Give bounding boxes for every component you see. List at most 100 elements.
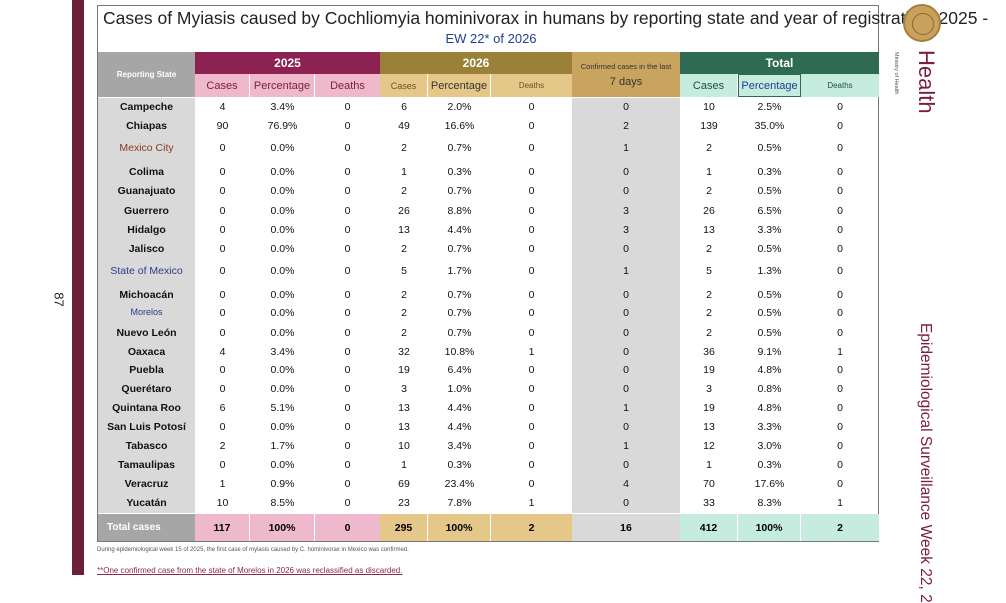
row-state-name: San Luis Potosí — [107, 421, 186, 433]
header-year-2025-label: 2025 — [274, 56, 301, 70]
row-state-name: Querétaro — [121, 383, 172, 395]
row-cell-last7: 4 — [623, 478, 629, 490]
row-cell-p26: 7.8% — [447, 497, 472, 509]
row-cell-d25: 0 — [344, 421, 351, 433]
row-cell-last7: 2 — [623, 120, 629, 132]
row-cell-pt: 0.5% — [757, 289, 782, 301]
row-cell-p25: 5.1% — [270, 402, 295, 414]
row-cell-last7: 0 — [623, 289, 629, 301]
subheader-2026-cases: Cases — [380, 74, 428, 97]
row-cell-ct: 10 — [703, 101, 715, 113]
row-cell-p26: 6.4% — [447, 364, 472, 376]
row-cell-c26: 2 — [401, 185, 407, 197]
row-cell-last7: 0 — [623, 307, 629, 319]
row-cell-p25: 0.0% — [270, 205, 295, 217]
subheader-2025-cases: Cases — [195, 74, 250, 97]
row-cell-d25: 0 — [344, 185, 351, 197]
row-cell-pt: 6.5% — [757, 205, 782, 217]
row-cell-d26: 0 — [528, 205, 535, 217]
row-cell-ct: 13 — [703, 224, 715, 236]
row-cell-ct: 2 — [706, 289, 712, 301]
row-cell-p26: 10.8% — [444, 346, 475, 358]
page-number: 87 — [51, 292, 67, 307]
totals-total-deaths: 2 — [801, 514, 879, 541]
row-cell-ct: 33 — [703, 497, 715, 509]
side-report-title: Epidemiological Surveillance Week 22, 2 — [917, 323, 934, 603]
row-cell-c25: 0 — [219, 265, 226, 277]
row-cell-last7: 1 — [623, 265, 629, 277]
row-cell-p26: 0.7% — [447, 142, 472, 154]
row-cell-pt: 0.3% — [757, 166, 782, 178]
subheader-total-deaths-label: Deaths — [827, 81, 853, 90]
row-cell-p25: 0.0% — [270, 265, 295, 277]
row-cell-c25: 0 — [219, 383, 226, 395]
totals-2025-cases: 117 — [195, 514, 250, 541]
row-cell-c25: 0 — [219, 459, 226, 471]
footnote-morelos-reclassified: **One confirmed case from the state of M… — [97, 566, 403, 575]
row-cell-pt: 0.5% — [757, 327, 782, 339]
row-cell-pt: 0.5% — [757, 243, 782, 255]
row-cell-pt: 0.8% — [757, 383, 782, 395]
row-cell-d26: 0 — [528, 101, 535, 113]
row-state-name: Yucatán — [126, 497, 167, 509]
row-cell-c26: 13 — [398, 402, 410, 414]
row-cell-d26: 0 — [528, 421, 535, 433]
subheader-2026-percentage-label: Percentage — [430, 79, 488, 92]
row-state-name: Puebla — [129, 364, 164, 376]
row-cell-p25: 0.0% — [270, 327, 295, 339]
row-cell-d25: 0 — [344, 364, 351, 376]
brand-health-text: Health — [914, 50, 939, 114]
row-cell-last7: 0 — [623, 327, 629, 339]
row-cell-p25: 3.4% — [270, 101, 295, 113]
row-cell-c26: 2 — [401, 327, 407, 339]
subheader-2025-percentage-label: Percentage — [253, 79, 311, 92]
row-state-name: Chiapas — [126, 120, 167, 132]
row-cell-d25: 0 — [344, 459, 351, 471]
totals-2026-percentage: 100% — [428, 514, 491, 541]
totals-2025-percentage: 100% — [250, 514, 315, 541]
row-cell-dt: 0 — [837, 383, 843, 395]
row-cell-d25: 0 — [344, 497, 351, 509]
row-cell-p25: 0.0% — [270, 364, 295, 376]
row-cell-p26: 23.4% — [444, 478, 475, 490]
totals-total-percentage: 100% — [738, 514, 801, 541]
subheader-2025-cases-label: Cases — [206, 79, 238, 92]
row-cell-dt: 1 — [837, 346, 843, 358]
row-cell-last7: 0 — [623, 459, 629, 471]
row-cell-dt: 0 — [837, 166, 843, 178]
row-cell-pt: 1.3% — [757, 265, 782, 277]
row-cell-ct: 19 — [703, 364, 715, 376]
row-state-name: Oaxaca — [127, 346, 166, 358]
row-cell-pt: 2.5% — [757, 101, 782, 113]
row-cell-c25: 0 — [219, 185, 226, 197]
row-cell-pt: 4.8% — [757, 402, 782, 414]
row-cell-p26: 1.0% — [447, 383, 472, 395]
totals-2025-percentage-value: 100% — [268, 521, 296, 534]
row-cell-last7: 0 — [623, 185, 629, 197]
row-cell-ct: 2 — [706, 243, 712, 255]
row-cell-c26: 2 — [401, 289, 407, 301]
row-cell-c25: 0 — [219, 205, 226, 217]
row-cell-ct: 2 — [706, 142, 712, 154]
row-cell-c26: 13 — [398, 224, 410, 236]
row-cell-c25: 90 — [216, 120, 229, 132]
row-cell-p26: 4.4% — [447, 402, 472, 414]
row-cell-dt: 0 — [837, 421, 843, 433]
row-cell-last7: 3 — [623, 205, 629, 217]
row-cell-p25: 0.0% — [270, 459, 295, 471]
row-cell-d26: 0 — [528, 185, 535, 197]
row-cell-c26: 13 — [398, 421, 410, 433]
row-cell-ct: 13 — [703, 421, 715, 433]
row-cell-ct: 2 — [706, 185, 712, 197]
row-cell-c26: 23 — [398, 497, 410, 509]
row-cell-pt: 35.0% — [754, 120, 785, 132]
row-cell-dt: 0 — [837, 120, 843, 132]
row-cell-c25: 0 — [219, 364, 226, 376]
header-reporting-state-label: Reporting State — [116, 70, 177, 79]
left-decorative-bar — [72, 0, 84, 575]
totals-last7-value: 16 — [620, 521, 632, 534]
ministry-seal-icon — [903, 4, 941, 42]
row-cell-p26: 0.7% — [447, 289, 472, 301]
row-cell-c25: 0 — [219, 243, 226, 255]
row-cell-pt: 0.5% — [757, 142, 782, 154]
